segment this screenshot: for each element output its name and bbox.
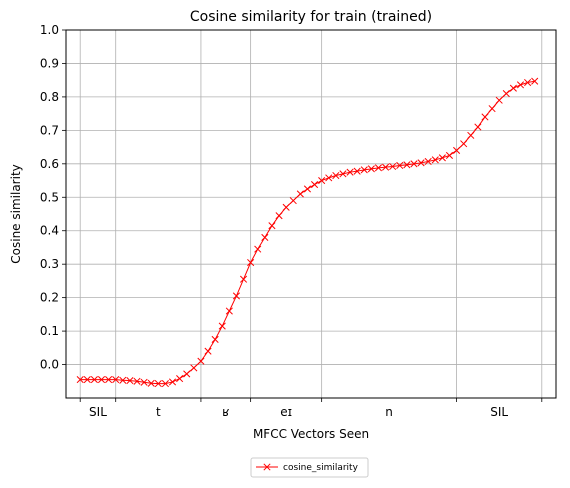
data-point-marker <box>76 376 84 384</box>
data-point-marker <box>239 275 248 283</box>
data-point-marker <box>417 159 425 167</box>
data-point-marker <box>119 376 127 384</box>
y-tick-label: 0.5 <box>40 190 59 204</box>
x-phone-label: SIL <box>89 405 107 419</box>
data-point-marker <box>161 380 169 388</box>
data-point-marker <box>204 347 212 355</box>
data-point-marker <box>474 123 482 131</box>
data-point-marker <box>367 165 375 173</box>
data-point-marker <box>524 78 532 87</box>
x-phone-label: ʁ <box>222 405 229 419</box>
data-point-marker <box>112 376 120 384</box>
data-point-marker <box>275 212 283 220</box>
data-point-marker <box>190 364 198 372</box>
y-tick-label: 0.7 <box>40 123 59 137</box>
data-point-marker <box>410 160 418 168</box>
x-phone-label: SIL <box>490 405 508 419</box>
data-point-marker <box>325 174 333 182</box>
data-point-marker <box>445 151 454 160</box>
data-point-marker <box>396 161 404 170</box>
data-point-marker <box>389 162 397 171</box>
data-point-marker <box>83 376 91 384</box>
data-point-marker <box>382 163 390 171</box>
plot-frame <box>65 29 557 399</box>
legend-box <box>250 457 369 478</box>
data-point-marker <box>467 131 475 139</box>
data-point-marker <box>360 166 368 174</box>
data-point-marker <box>346 168 354 176</box>
data-point-marker <box>147 379 155 387</box>
ticks-layer: 0.0 0.1 0.2 0.3 0.4 0.5 0.6 0.7 0.8 0.9 1.0 SIL t ʁ eɪ… <box>40 23 543 419</box>
data-point-marker <box>282 203 290 211</box>
data-point-marker <box>97 376 106 384</box>
data-point-marker <box>261 233 269 241</box>
y-tick-label: 0.0 <box>40 358 59 372</box>
legend-entry-cosine-similarity: cosine_similarity <box>283 463 359 473</box>
data-point-marker <box>481 113 489 121</box>
data-point-marker <box>176 375 184 383</box>
data-point-marker <box>232 292 240 300</box>
data-point-marker <box>353 167 361 175</box>
chart-title: Cosine similarity for train (trained) <box>190 9 432 25</box>
data-point-marker <box>339 170 347 178</box>
series-layer <box>76 77 539 388</box>
data-point-marker <box>310 181 319 189</box>
data-point-marker <box>403 161 411 169</box>
data-point-marker <box>211 335 219 344</box>
data-point-marker <box>140 378 148 386</box>
data-point-marker <box>460 140 468 148</box>
legend-marker-x-icon <box>263 463 271 471</box>
data-point-marker <box>90 376 98 384</box>
data-point-marker <box>126 377 134 385</box>
data-point-marker <box>374 164 383 172</box>
data-point-marker <box>183 370 191 378</box>
data-point-marker <box>488 105 496 113</box>
data-point-marker <box>332 171 340 180</box>
data-point-marker <box>453 146 461 154</box>
data-point-marker <box>254 245 262 253</box>
data-point-marker <box>495 96 503 104</box>
y-tick-label: 0.6 <box>40 157 59 171</box>
data-point-marker <box>133 377 141 385</box>
y-tick-label: 0.1 <box>40 324 59 338</box>
data-point-marker <box>531 77 539 85</box>
data-point-marker <box>197 357 205 365</box>
data-point-marker <box>289 197 297 205</box>
data-point-marker <box>247 258 255 267</box>
data-point-marker <box>509 84 517 92</box>
data-point-marker <box>431 156 439 164</box>
y-tick-label: 0.4 <box>40 224 59 238</box>
data-point-marker <box>318 176 326 185</box>
x-axis-label: MFCC Vectors Seen <box>253 427 369 441</box>
data-point-marker <box>438 154 446 162</box>
x-phone-label: eɪ <box>280 405 292 419</box>
y-tick-label: 0.3 <box>40 257 59 271</box>
data-point-marker <box>218 322 226 330</box>
data-point-marker <box>225 307 233 315</box>
y-axis-label: Cosine similarity <box>9 164 23 263</box>
data-point-marker <box>168 378 177 386</box>
data-point-marker <box>268 222 276 230</box>
data-point-marker <box>154 380 162 388</box>
x-phone-label: n <box>385 405 393 419</box>
data-point-marker <box>296 190 304 198</box>
y-tick-label: 0.9 <box>40 56 59 70</box>
data-point-marker <box>303 185 312 193</box>
data-point-marker <box>105 376 113 384</box>
y-tick-label: 0.2 <box>40 291 59 305</box>
y-tick-label: 1.0 <box>40 23 59 37</box>
data-point-marker <box>516 81 525 89</box>
data-point-marker <box>502 90 510 98</box>
y-tick-label: 0.8 <box>40 90 59 104</box>
data-point-marker <box>424 157 432 166</box>
legend: cosine_similarity <box>250 457 369 478</box>
x-phone-label: t <box>156 405 161 419</box>
